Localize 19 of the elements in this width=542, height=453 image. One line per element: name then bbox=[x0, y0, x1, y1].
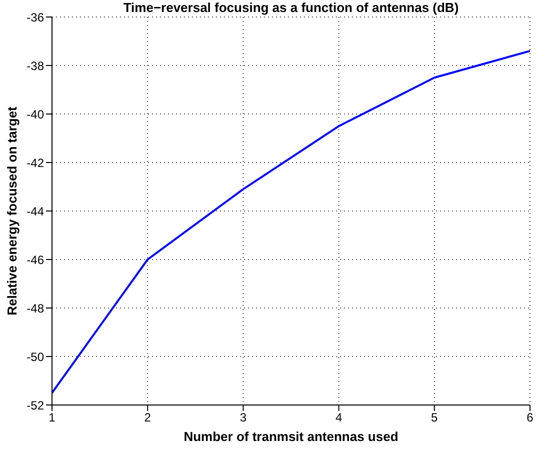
y-tick-label: -42 bbox=[26, 156, 44, 170]
x-tick-label: 5 bbox=[431, 410, 438, 425]
chart-title: Time−reversal focusing as a function of antennas (dB) bbox=[122, 0, 460, 15]
x-axis-title: Number of tranmsit antennas used bbox=[182, 429, 400, 444]
y-tick-label: -50 bbox=[26, 350, 44, 364]
x-tick-label: 4 bbox=[335, 410, 342, 425]
y-tick-label: -46 bbox=[26, 252, 44, 267]
x-tick-label: 6 bbox=[526, 410, 534, 425]
y-tick-label: -38 bbox=[26, 58, 44, 73]
y-tick-label: -44 bbox=[26, 204, 44, 218]
line-series bbox=[52, 50, 530, 394]
y-tick-label: -36 bbox=[26, 10, 44, 24]
y-axis-title: Relative energy focused on target bbox=[4, 106, 20, 316]
x-tick-label: 2 bbox=[144, 410, 152, 425]
y-tick-label: -48 bbox=[26, 301, 44, 316]
x-tick-label: 3 bbox=[240, 410, 247, 425]
x-tick-label: 1 bbox=[48, 410, 56, 425]
y-tick-label: -40 bbox=[26, 107, 44, 122]
y-tick-label: -52 bbox=[26, 398, 44, 412]
